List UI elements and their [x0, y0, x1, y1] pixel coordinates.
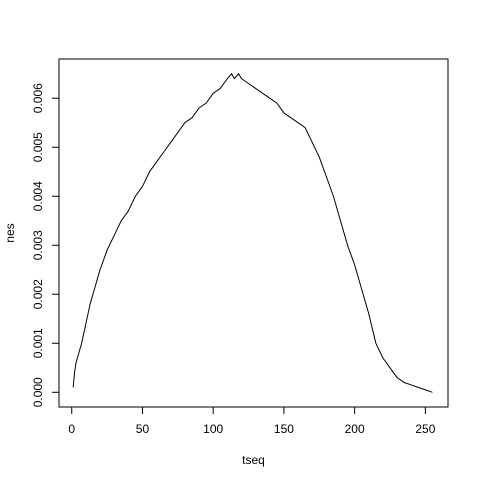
- x-axis: 0 50 100 150 200 250: [68, 406, 436, 436]
- x-tick-label: 50: [136, 422, 150, 436]
- y-axis: 0.000 0.001 0.002 0.003 0.004 0.005 0.006: [31, 83, 60, 407]
- y-tick-label: 0.006: [31, 83, 45, 113]
- series-line: [72, 73, 433, 393]
- x-tick-label: 200: [345, 422, 365, 436]
- x-axis-title: tseq: [242, 453, 265, 467]
- y-tick-label: 0.001: [31, 328, 45, 358]
- x-tick-label: 150: [274, 422, 294, 436]
- x-tick-label: 250: [415, 422, 435, 436]
- y-axis-title: nes: [3, 223, 17, 242]
- series-layer: [72, 73, 433, 393]
- y-tick-label: 0.003: [31, 230, 45, 260]
- x-tick-label: 100: [203, 422, 223, 436]
- y-tick-label: 0.002: [31, 279, 45, 309]
- y-tick-label: 0.000: [31, 377, 45, 407]
- y-tick-label: 0.004: [31, 181, 45, 211]
- x-tick-label: 0: [68, 422, 75, 436]
- y-tick-label: 0.005: [31, 132, 45, 162]
